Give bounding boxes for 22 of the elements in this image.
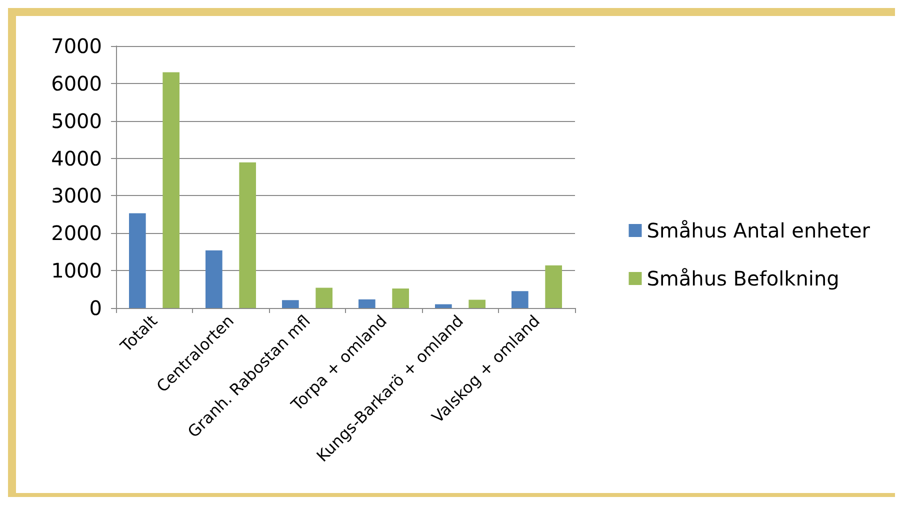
y-tick-label: 4000 (51, 146, 102, 170)
bar (392, 288, 409, 308)
legend-label: Småhus Befolkning (646, 266, 840, 290)
bar (545, 265, 562, 308)
y-tick-label: 3000 (51, 184, 102, 208)
bar (206, 250, 222, 308)
y-tick-label: 7000 (51, 34, 102, 58)
bar (282, 300, 299, 308)
y-tick-label: 6000 (51, 71, 102, 96)
bar (358, 299, 376, 308)
bar (468, 300, 486, 308)
bar (316, 288, 332, 308)
y-tick-label: 1000 (51, 258, 102, 283)
legend-label: Småhus Antal enheter (646, 218, 871, 242)
y-tick-label: 5000 (51, 108, 102, 133)
bar (129, 213, 146, 308)
bar (512, 291, 528, 308)
y-tick-label: 2000 (51, 221, 102, 246)
bar (162, 72, 180, 308)
bar (435, 304, 452, 308)
y-tick-label: 0 (89, 296, 102, 320)
bar (239, 162, 256, 308)
